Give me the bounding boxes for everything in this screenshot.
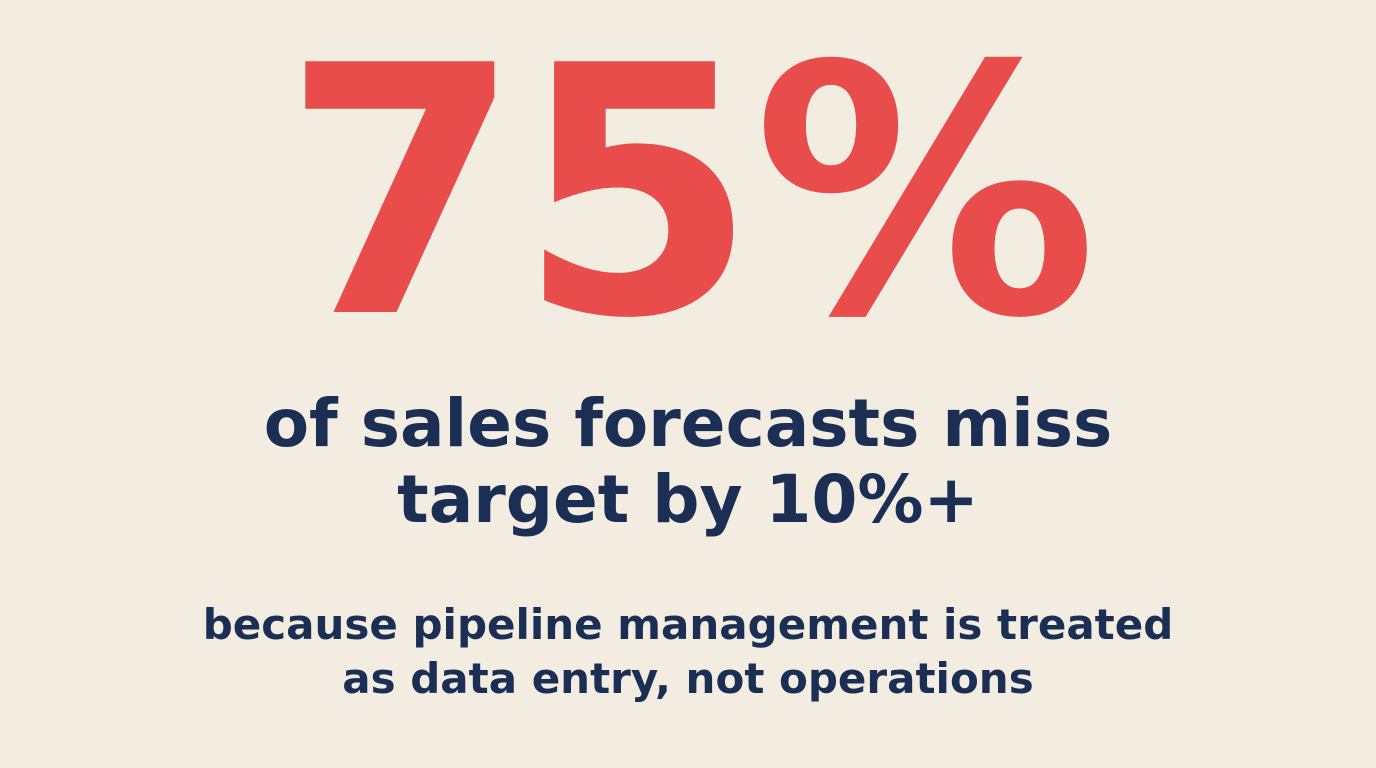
headline: of sales forecasts miss target by 10%+ xyxy=(0,386,1376,538)
headline-line-2: target by 10%+ xyxy=(397,461,979,538)
subline-line-1: because pipeline management is treated xyxy=(202,600,1174,649)
subline: because pipeline management is treated a… xyxy=(0,598,1376,706)
big-stat-value: 75% xyxy=(282,0,1097,394)
subline-line-2: as data entry, not operations xyxy=(342,654,1034,703)
headline-line-1: of sales forecasts miss xyxy=(263,385,1113,462)
